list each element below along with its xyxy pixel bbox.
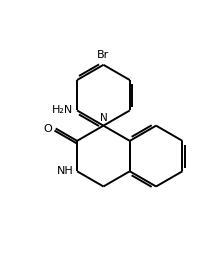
Text: Br: Br: [97, 50, 109, 60]
Text: O: O: [44, 124, 53, 134]
Text: H₂N: H₂N: [52, 105, 73, 115]
Text: N: N: [100, 113, 107, 123]
Text: NH: NH: [56, 166, 73, 176]
